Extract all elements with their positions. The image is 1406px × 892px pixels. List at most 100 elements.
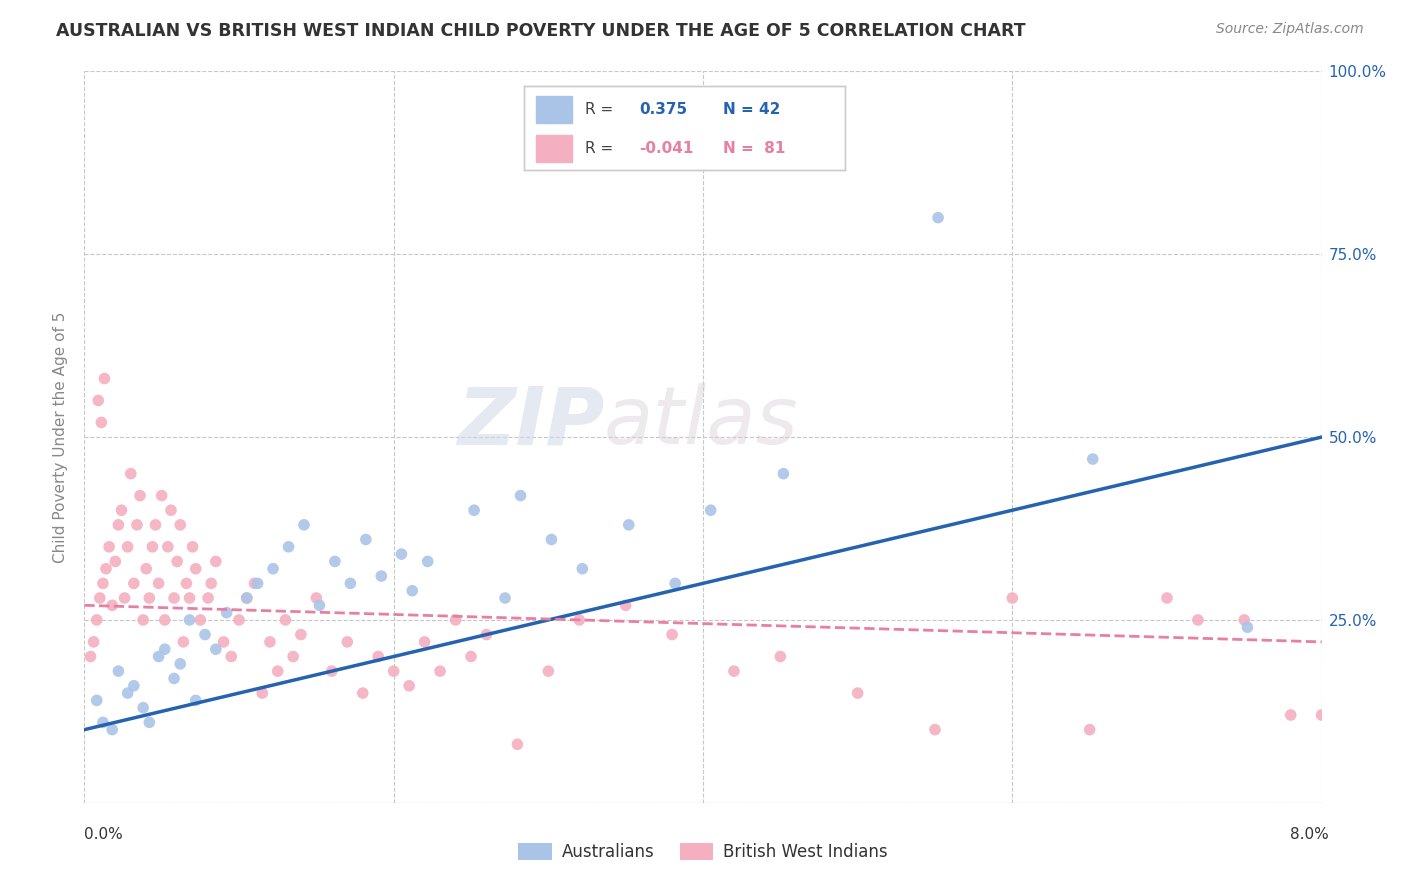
Point [86,613,108,627]
Point [398,679,420,693]
Text: 0.0%: 0.0% [84,827,124,841]
Point [252,686,274,700]
Point [367,649,389,664]
Point [391,547,413,561]
Point [1279,708,1302,723]
Point [846,686,869,700]
Point [540,533,562,547]
Point [148,649,170,664]
Point [169,657,191,671]
Point [308,599,330,613]
Point [401,583,423,598]
Text: Source: ZipAtlas.com: Source: ZipAtlas.com [1216,22,1364,37]
Y-axis label: Child Poverty Under the Age of 5: Child Poverty Under the Age of 5 [53,311,69,563]
Point [90,416,112,430]
Point [179,591,201,605]
Point [122,576,145,591]
Point [506,737,529,751]
Point [181,540,204,554]
Point [243,576,266,591]
Point [145,517,167,532]
Point [661,627,683,641]
Point [132,700,155,714]
Point [104,554,127,568]
Point [205,642,228,657]
Point [114,591,136,605]
Point [205,554,228,568]
Point [416,554,439,568]
Point [475,627,498,641]
Point [98,540,121,554]
Point [924,723,946,737]
Point [172,635,194,649]
Point [305,591,328,605]
Point [352,686,374,700]
Point [135,562,157,576]
Point [1310,708,1333,723]
Point [197,591,219,605]
Point [215,606,238,620]
Point [323,554,346,568]
Text: atlas: atlas [605,384,799,461]
Point [93,371,115,385]
Point [274,613,297,627]
Point [292,517,315,532]
Point [370,569,392,583]
Point [148,576,170,591]
Point [125,517,148,532]
Point [259,635,281,649]
Point [267,664,290,678]
Point [101,599,124,613]
Point [1236,620,1258,634]
Point [617,517,640,532]
Point [101,723,124,737]
Point [163,672,186,686]
Point [129,489,152,503]
Point [509,489,531,503]
Point [87,393,110,408]
Point [188,613,212,627]
Text: AUSTRALIAN VS BRITISH WEST INDIAN CHILD POVERTY UNDER THE AGE OF 5 CORRELATION C: AUSTRALIAN VS BRITISH WEST INDIAN CHILD … [56,22,1026,40]
Point [262,562,284,576]
Point [494,591,516,605]
Point [382,664,405,678]
Point [200,576,222,591]
Point [228,613,250,627]
Point [163,591,186,605]
Point [120,467,142,481]
Point [194,627,217,641]
Point [290,627,312,641]
Point [1081,452,1104,467]
Point [246,576,269,591]
Point [153,613,176,627]
Point [179,613,201,627]
Point [723,664,745,678]
Point [138,591,160,605]
Point [184,693,207,707]
Point [537,664,560,678]
Legend: Australians, British West Indians: Australians, British West Indians [512,836,894,868]
Point [664,576,686,591]
Point [277,540,299,554]
Point [150,489,173,503]
Point [160,503,183,517]
Point [212,635,235,649]
Point [1156,591,1178,605]
Point [236,591,259,605]
Point [79,649,101,664]
Point [354,533,377,547]
Point [166,554,188,568]
Point [94,562,117,576]
Point [568,613,591,627]
Point [413,635,436,649]
Point [107,664,129,678]
Point [1187,613,1209,627]
Point [772,467,794,481]
Point [176,576,198,591]
Point [117,540,139,554]
Text: 8.0%: 8.0% [1289,827,1329,841]
Point [83,635,105,649]
Point [138,715,160,730]
Point [336,635,359,649]
Point [117,686,139,700]
